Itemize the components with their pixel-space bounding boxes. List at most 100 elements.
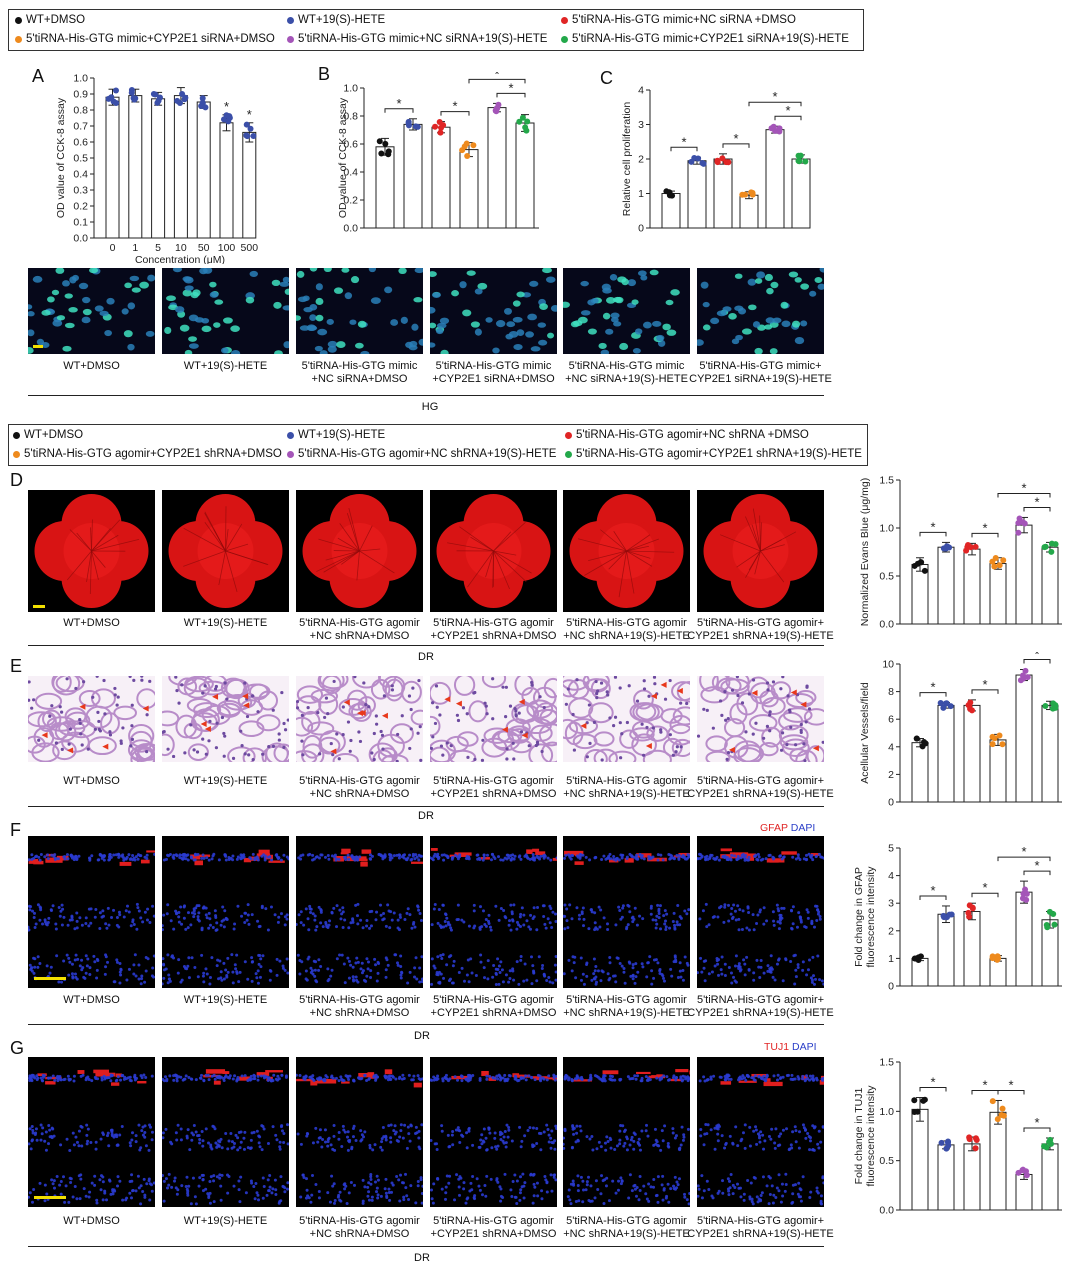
dapi-nucleus: [51, 1074, 55, 1078]
dapi-nucleus: [546, 1127, 550, 1131]
bar: [1015, 674, 1033, 803]
cell-nucleus: [395, 759, 399, 762]
nucleus: [670, 289, 680, 296]
data-point: [437, 129, 444, 136]
arrow-marker: [79, 703, 86, 710]
dapi-nucleus: [478, 1188, 482, 1192]
significance-star: *: [247, 107, 252, 122]
significance-star: *: [930, 519, 935, 534]
dapi-nucleus: [139, 916, 143, 920]
dapi-nucleus: [361, 1199, 365, 1203]
significance-star: *: [733, 131, 738, 146]
dapi-nucleus: [515, 920, 519, 924]
dapi-nucleus: [700, 1174, 704, 1178]
dapi-nucleus: [450, 1133, 454, 1137]
nucleus: [209, 281, 217, 288]
dapi-nucleus: [330, 968, 334, 972]
cell-nucleus: [779, 748, 784, 752]
dapi-nucleus: [417, 908, 421, 912]
dapi-nucleus: [563, 1129, 567, 1133]
dapi-nucleus: [285, 1187, 289, 1191]
dapi-nucleus: [85, 964, 89, 968]
significance-star: *: [1034, 858, 1039, 873]
dapi-nucleus: [451, 1130, 455, 1134]
dapi-nucleus: [407, 1132, 411, 1136]
arrow-marker: [102, 743, 109, 750]
dapi-nucleus: [535, 928, 539, 932]
dapi-nucleus: [134, 1134, 138, 1138]
dapi-nucleus: [510, 1195, 514, 1199]
dapi-nucleus: [314, 1126, 318, 1130]
dapi-nucleus: [167, 977, 171, 981]
dapi-nucleus: [672, 857, 676, 861]
significance-bracket: *: [919, 883, 947, 900]
dapi-nucleus: [137, 977, 141, 981]
dapi-nucleus: [147, 1179, 151, 1183]
dapi-nucleus: [367, 1190, 371, 1194]
capillary: [507, 725, 532, 743]
dapi-nucleus: [323, 855, 327, 859]
dapi-nucleus: [518, 1191, 522, 1195]
legend-dot: [15, 35, 22, 43]
dapi-nucleus: [677, 857, 681, 861]
dapi-nucleus: [175, 1138, 179, 1142]
dapi-nucleus: [822, 982, 824, 986]
dapi-nucleus: [654, 918, 658, 922]
retina-vessel: [346, 513, 360, 552]
dapi-nucleus: [39, 852, 43, 856]
dapi-nucleus: [789, 908, 793, 912]
dapi-nucleus: [756, 1132, 760, 1136]
significance-bracket: *: [997, 480, 1051, 498]
nucleus: [809, 290, 817, 297]
dapi-nucleus: [222, 925, 226, 929]
marker-signal: [413, 1082, 422, 1088]
cell-nucleus: [240, 743, 244, 748]
dapi-nucleus: [38, 858, 42, 862]
dapi-nucleus: [470, 971, 474, 975]
nucleus: [336, 341, 346, 348]
cell-nucleus: [508, 704, 513, 708]
capillary: [671, 738, 690, 757]
dapi-nucleus: [777, 1134, 781, 1138]
marker-signal: [222, 1071, 230, 1074]
dapi-nucleus: [752, 928, 756, 932]
gfap-stain-image-art: [697, 848, 824, 986]
marker-signal: [624, 858, 634, 863]
marker-signal: [213, 1080, 221, 1085]
dapi-nucleus: [76, 957, 80, 961]
cell-nucleus: [108, 733, 113, 737]
dapi-nucleus: [300, 960, 304, 964]
dapi-nucleus: [804, 853, 808, 857]
dapi-nucleus: [608, 961, 612, 965]
dapi-nucleus: [709, 1128, 713, 1132]
data-point: [152, 91, 159, 98]
cell-nucleus: [375, 722, 379, 726]
dapi-nucleus: [762, 922, 766, 926]
nucleus: [756, 271, 766, 279]
dapi-nucleus: [817, 1129, 821, 1133]
cell-nucleus: [220, 715, 225, 720]
dapi-nucleus: [180, 1184, 184, 1188]
dapi-nucleus: [279, 1125, 283, 1129]
dapi-nucleus: [648, 955, 652, 959]
dapi-nucleus: [367, 960, 371, 964]
cell-nucleus: [93, 727, 98, 731]
dapi-nucleus: [554, 912, 557, 916]
dapi-nucleus: [166, 981, 170, 985]
capillary: [28, 711, 56, 728]
dapi-nucleus: [500, 968, 504, 972]
x-tick-label: 1: [132, 242, 138, 254]
dapi-nucleus: [201, 853, 205, 857]
dapi-nucleus: [349, 921, 353, 925]
bar: [403, 123, 423, 229]
capillary: [296, 750, 318, 762]
dapi-nucleus: [662, 1074, 666, 1078]
dapi-nucleus: [650, 969, 654, 973]
dapi-nucleus: [572, 1132, 576, 1136]
bar: [963, 1143, 981, 1211]
significance-bracket: *: [997, 1077, 1025, 1095]
dapi-nucleus: [313, 914, 317, 918]
dapi-nucleus: [101, 1131, 105, 1135]
capillary: [51, 676, 72, 693]
dapi-nucleus: [66, 923, 70, 927]
